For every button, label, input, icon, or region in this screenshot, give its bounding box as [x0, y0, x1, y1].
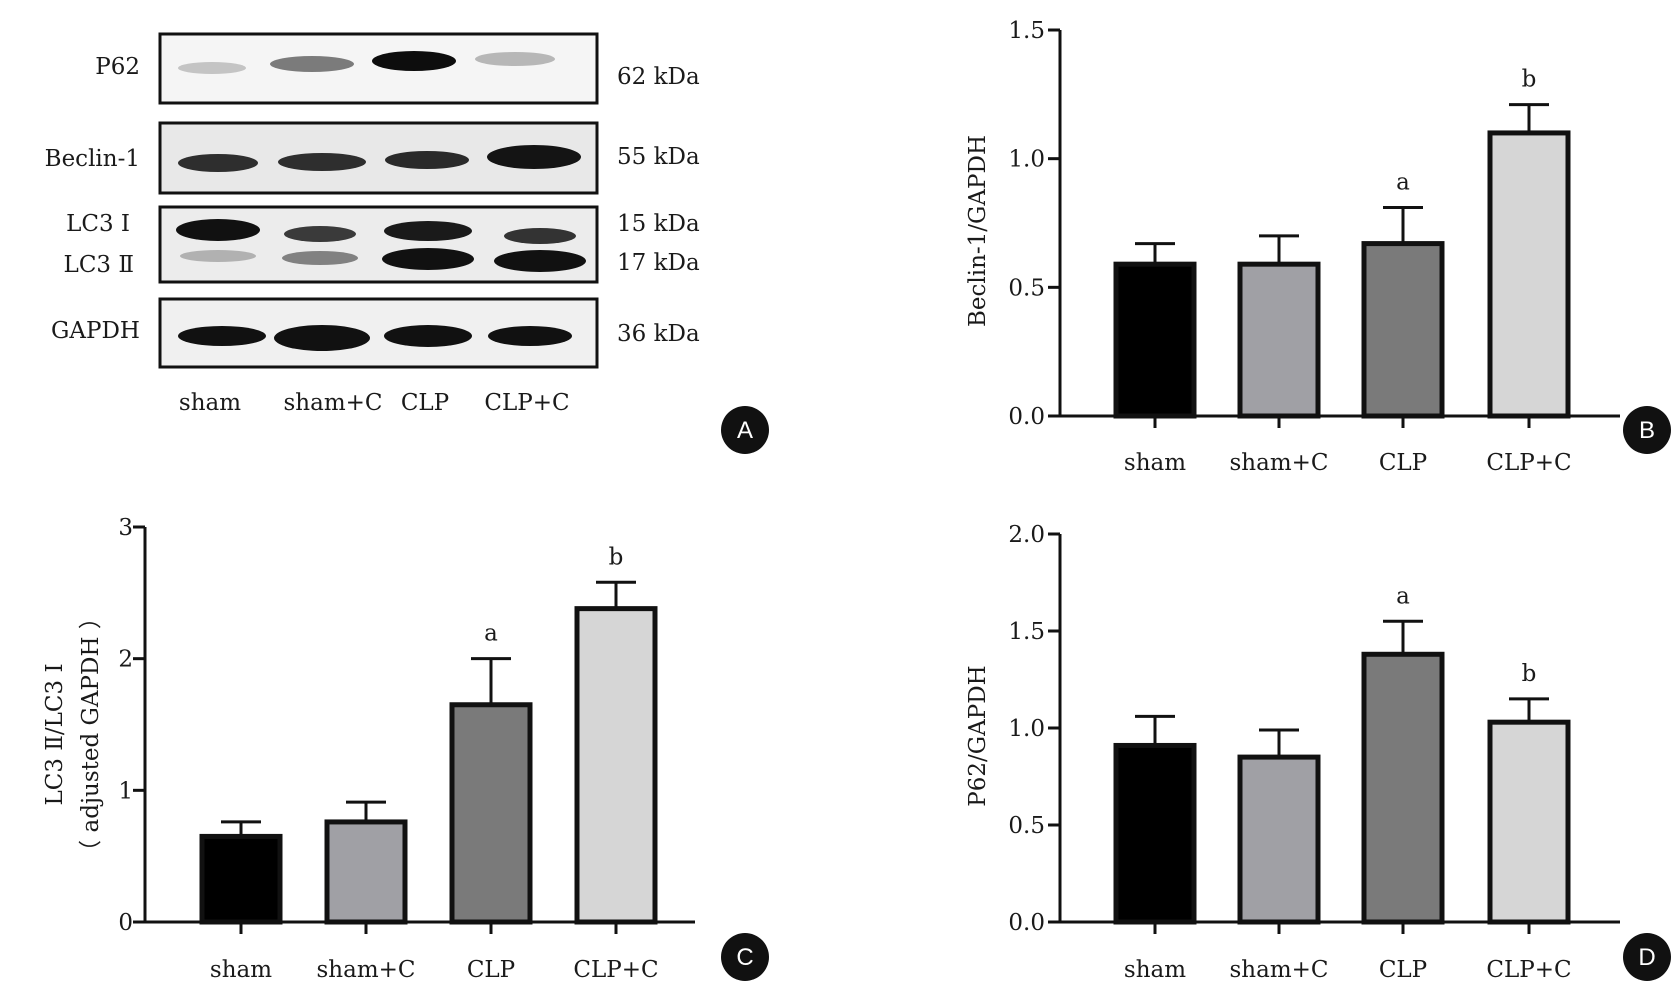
significance-label: a: [1396, 583, 1410, 609]
band-lc3i-clpc: [504, 228, 576, 244]
chart-beclin1-gapdh: 0.0 0.5 1.0 1.5 sham sham+C CLP a CLP+C b Beclin-1…: [965, 18, 1671, 476]
blot-label-gapdh: GAPDH: [51, 318, 140, 344]
band-beclin1-shamc: [278, 153, 366, 171]
y-axis-label: Beclin-1/GAPDH: [965, 135, 991, 327]
panel-badge-c: [721, 933, 769, 981]
panel-badge-b: [1623, 406, 1671, 454]
y-tick-label: 0.5: [1008, 275, 1045, 301]
kda-label-beclin1: 55 kDa: [617, 144, 700, 170]
x-tick-label: sham: [1124, 957, 1186, 983]
lane-label-clp: CLP: [401, 390, 449, 416]
y-axis-label-secondary: （ adjusted GAPDH ）: [78, 606, 104, 863]
significance-label: a: [1396, 170, 1410, 196]
band-lc3i-sham: [176, 219, 260, 241]
y-tick-label: 0.0: [1008, 910, 1045, 936]
x-tick-label: CLP+C: [1486, 450, 1571, 476]
panel-letter-d: D: [1638, 944, 1655, 971]
kda-label-p62: 62 kDa: [617, 64, 700, 90]
x-tick-label: sham: [1124, 450, 1186, 476]
y-tick-label: 0.5: [1008, 813, 1045, 839]
x-tick-label: sham+C: [316, 957, 415, 983]
significance-label: b: [1522, 661, 1537, 687]
band-p62-clpc: [475, 52, 555, 66]
band-beclin1-sham: [178, 154, 258, 172]
y-tick-label: 1: [118, 778, 133, 804]
band-lc3i-shamc: [284, 226, 356, 242]
blot-label-beclin1: Beclin-1: [45, 146, 140, 172]
chart-p62-gapdh: 0.0 0.5 1.0 1.5 2.0 sham sham+C CLP a CLP+C b P62/G…: [965, 522, 1671, 983]
band-beclin1-clpc: [487, 145, 581, 169]
lane-label-sham: sham: [179, 390, 241, 416]
band-lc3ii-shamc: [282, 251, 358, 265]
band-lc3ii-sham: [180, 250, 256, 262]
y-tick-label: 0: [118, 910, 133, 936]
x-tick-label: CLP+C: [573, 957, 658, 983]
lane-label-clpc: CLP+C: [484, 390, 569, 416]
band-lc3ii-clpc: [494, 250, 586, 272]
y-tick-label: 3: [118, 515, 133, 541]
bar: [449, 702, 533, 925]
y-axis-label: LC3 Ⅱ/LC3 Ⅰ: [42, 663, 68, 805]
panel-letter-a: A: [737, 417, 753, 444]
band-gapdh-sham: [178, 326, 266, 346]
bar: [1113, 742, 1197, 925]
bar: [1487, 130, 1571, 419]
band-p62-clp: [372, 51, 456, 71]
bar: [1237, 754, 1321, 925]
bar: [199, 833, 283, 925]
kda-label-lc3ii: 17 kDa: [617, 250, 700, 276]
band-gapdh-clp: [384, 325, 472, 347]
band-beclin1-clp: [385, 151, 469, 169]
y-tick-label: 2: [118, 647, 133, 673]
y-tick-label: 1.0: [1008, 716, 1045, 742]
panel-badge-a: [721, 406, 769, 454]
bar: [574, 606, 658, 925]
kda-label-lc3i: 15 kDa: [617, 211, 700, 237]
blot-label-p62: P62: [95, 54, 140, 80]
kda-label-gapdh: 36 kDa: [617, 321, 700, 347]
blot-label-lc3ii: LC3 Ⅱ: [64, 252, 134, 278]
panel-badge-d: [1623, 933, 1671, 981]
panel-letter-b: B: [1639, 417, 1655, 444]
y-tick-label: 2.0: [1008, 522, 1045, 548]
band-p62-shamc: [270, 56, 354, 72]
y-tick-label: 0.0: [1008, 404, 1045, 430]
significance-label: b: [1522, 67, 1537, 93]
x-tick-label: sham: [210, 957, 272, 983]
x-tick-label: CLP: [1379, 450, 1427, 476]
x-tick-label: CLP: [467, 957, 515, 983]
panel-letter-c: C: [736, 944, 753, 971]
y-tick-label: 1.0: [1008, 147, 1045, 173]
bar: [1113, 261, 1197, 419]
x-tick-label: CLP: [1379, 957, 1427, 983]
band-lc3i-clp: [384, 221, 472, 241]
x-tick-label: CLP+C: [1486, 957, 1571, 983]
bar: [1237, 261, 1321, 419]
significance-label: a: [484, 621, 498, 647]
chart-lc3-ratio: 0 1 2 3 sham sham+C CLP a CLP+C b LC3 Ⅱ/LC3 Ⅰ （ adj…: [42, 515, 769, 983]
lane-label-shamc: sham+C: [283, 390, 382, 416]
y-tick-label: 1.5: [1008, 619, 1045, 645]
band-lc3ii-clp: [382, 248, 474, 270]
band-gapdh-clpc: [488, 326, 572, 346]
y-tick-label: 1.5: [1008, 18, 1045, 44]
y-axis-label: P62/GAPDH: [965, 665, 991, 806]
bar: [1487, 719, 1571, 925]
band-p62-sham: [178, 62, 246, 74]
x-tick-label: sham+C: [1229, 450, 1328, 476]
x-tick-label: sham+C: [1229, 957, 1328, 983]
band-gapdh-shamc: [274, 325, 370, 351]
panel-a-western-blot: P62 Beclin-1 LC3 Ⅰ LC3 Ⅱ GAPDH 62 kDa 55…: [45, 32, 769, 454]
bar: [1361, 241, 1445, 419]
blot-label-lc3i: LC3 Ⅰ: [66, 211, 130, 237]
significance-label: b: [609, 544, 624, 570]
bar: [1361, 651, 1445, 925]
bar: [324, 819, 408, 925]
